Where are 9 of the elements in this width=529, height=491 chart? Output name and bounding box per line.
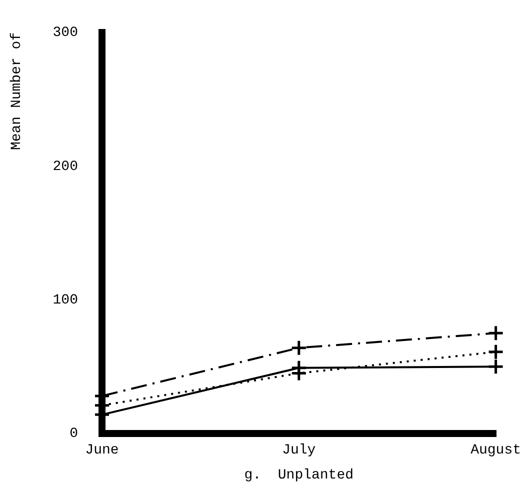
y-tick-label: 100 <box>52 292 78 308</box>
y-tick-label: 0 <box>70 426 78 442</box>
x-tick-label: August <box>470 442 522 459</box>
y-axis-title: Mean Number of <box>9 32 26 150</box>
y-tick-label: 200 <box>52 158 78 175</box>
y-tick-label: 300 <box>52 25 78 42</box>
x-axis-title: g. Unplanted <box>244 467 354 484</box>
x-tick-label: June <box>85 442 119 459</box>
x-tick-label: July <box>282 442 316 459</box>
